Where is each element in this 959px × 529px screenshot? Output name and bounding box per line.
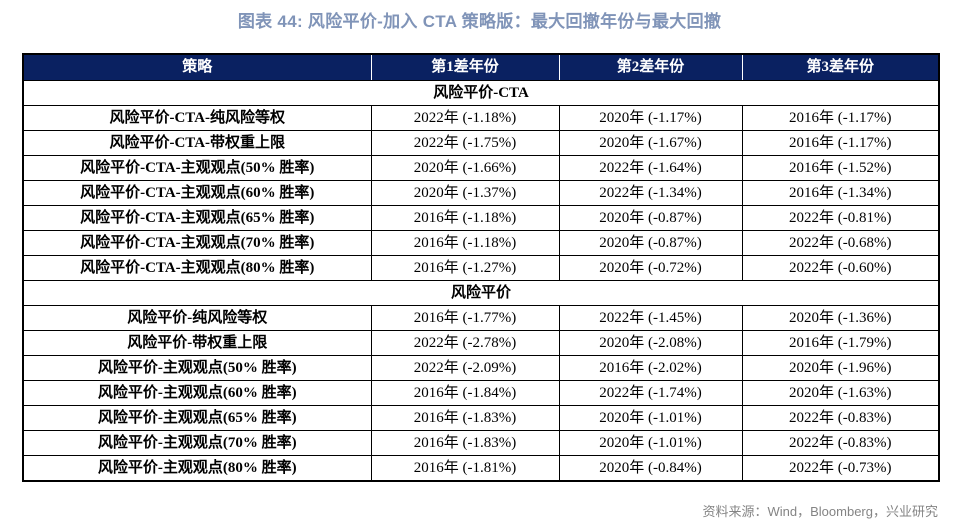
strategy-cell: 风险平价-主观观点(60% 胜率)	[22, 380, 372, 406]
strategy-cell: 风险平价-CTA-主观观点(60% 胜率)	[22, 180, 372, 206]
worst2-cell: 2022年 (-1.34%)	[558, 180, 743, 206]
worst1-cell: 2020年 (-1.66%)	[370, 155, 560, 181]
worst3-cell: 2020年 (-1.63%)	[741, 380, 940, 406]
section-header-row: 风险平价	[22, 280, 940, 306]
table-row: 风险平价-纯风险等权 2016年 (-1.77%) 2022年 (-1.45%)…	[22, 305, 940, 331]
table-row: 风险平价-主观观点(80% 胜率) 2016年 (-1.81%) 2020年 (…	[22, 455, 940, 482]
worst3-cell: 2016年 (-1.52%)	[741, 155, 940, 181]
worst1-cell: 2022年 (-2.78%)	[370, 330, 560, 356]
worst1-cell: 2016年 (-1.27%)	[370, 255, 560, 281]
strategy-cell: 风险平价-主观观点(65% 胜率)	[22, 405, 372, 431]
worst1-cell: 2016年 (-1.81%)	[370, 455, 560, 482]
table-row: 风险平价-CTA-主观观点(65% 胜率) 2016年 (-1.18%) 202…	[22, 205, 940, 231]
column-header-worst3: 第3差年份	[741, 53, 940, 81]
worst3-cell: 2022年 (-0.73%)	[741, 455, 940, 482]
worst2-cell: 2020年 (-0.84%)	[558, 455, 743, 482]
table-row: 风险平价-主观观点(60% 胜率) 2016年 (-1.84%) 2022年 (…	[22, 380, 940, 406]
strategy-cell: 风险平价-CTA-纯风险等权	[22, 105, 372, 131]
section-title: 风险平价-CTA	[22, 80, 940, 106]
worst3-cell: 2022年 (-0.68%)	[741, 230, 940, 256]
worst2-cell: 2020年 (-0.87%)	[558, 230, 743, 256]
strategy-cell: 风险平价-CTA-主观观点(80% 胜率)	[22, 255, 372, 281]
strategy-cell: 风险平价-CTA-主观观点(70% 胜率)	[22, 230, 372, 256]
worst3-cell: 2022年 (-0.60%)	[741, 255, 940, 281]
strategy-cell: 风险平价-主观观点(70% 胜率)	[22, 430, 372, 456]
column-header-worst2: 第2差年份	[558, 53, 743, 81]
column-header-worst1: 第1差年份	[370, 53, 560, 81]
table-row: 风险平价-主观观点(50% 胜率) 2022年 (-2.09%) 2016年 (…	[22, 355, 940, 381]
worst1-cell: 2016年 (-1.18%)	[370, 230, 560, 256]
worst3-cell: 2022年 (-0.83%)	[741, 405, 940, 431]
worst2-cell: 2020年 (-1.01%)	[558, 405, 743, 431]
worst3-cell: 2020年 (-1.96%)	[741, 355, 940, 381]
worst3-cell: 2022年 (-0.81%)	[741, 205, 940, 231]
strategy-cell: 风险平价-主观观点(50% 胜率)	[22, 355, 372, 381]
worst3-cell: 2016年 (-1.79%)	[741, 330, 940, 356]
worst2-cell: 2022年 (-1.45%)	[558, 305, 743, 331]
worst2-cell: 2020年 (-0.72%)	[558, 255, 743, 281]
worst2-cell: 2020年 (-0.87%)	[558, 205, 743, 231]
worst2-cell: 2020年 (-1.67%)	[558, 130, 743, 156]
worst3-cell: 2016年 (-1.17%)	[741, 105, 940, 131]
table-row: 风险平价-CTA-带权重上限 2022年 (-1.75%) 2020年 (-1.…	[22, 130, 940, 156]
worst2-cell: 2020年 (-2.08%)	[558, 330, 743, 356]
strategy-cell: 风险平价-纯风险等权	[22, 305, 372, 331]
table-row: 风险平价-主观观点(70% 胜率) 2016年 (-1.83%) 2020年 (…	[22, 430, 940, 456]
worst3-cell: 2022年 (-0.83%)	[741, 430, 940, 456]
column-header-strategy: 策略	[22, 53, 372, 81]
worst2-cell: 2022年 (-1.74%)	[558, 380, 743, 406]
table-row: 风险平价-带权重上限 2022年 (-2.78%) 2020年 (-2.08%)…	[22, 330, 940, 356]
worst1-cell: 2022年 (-2.09%)	[370, 355, 560, 381]
worst2-cell: 2016年 (-2.02%)	[558, 355, 743, 381]
table-row: 风险平价-CTA-主观观点(80% 胜率) 2016年 (-1.27%) 202…	[22, 255, 940, 281]
section-title: 风险平价	[22, 280, 940, 306]
worst1-cell: 2016年 (-1.83%)	[370, 405, 560, 431]
data-source-note: 资料来源：Wind，Bloomberg，兴业研究	[702, 504, 939, 519]
worst1-cell: 2022年 (-1.18%)	[370, 105, 560, 131]
table-row: 风险平价-CTA-主观观点(60% 胜率) 2020年 (-1.37%) 202…	[22, 180, 940, 206]
table-row: 风险平价-CTA-主观观点(70% 胜率) 2016年 (-1.18%) 202…	[22, 230, 940, 256]
page-title: 图表 44: 风险平价-加入 CTA 策略版：最大回撤年份与最大回撤	[237, 12, 722, 31]
table-row: 风险平价-CTA-纯风险等权 2022年 (-1.18%) 2020年 (-1.…	[22, 105, 940, 131]
section-header-row: 风险平价-CTA	[22, 80, 940, 106]
worst3-cell: 2016年 (-1.34%)	[741, 180, 940, 206]
strategy-cell: 风险平价-CTA-带权重上限	[22, 130, 372, 156]
worst1-cell: 2022年 (-1.75%)	[370, 130, 560, 156]
worst1-cell: 2016年 (-1.83%)	[370, 430, 560, 456]
strategy-cell: 风险平价-CTA-主观观点(65% 胜率)	[22, 205, 372, 231]
worst3-cell: 2020年 (-1.36%)	[741, 305, 940, 331]
worst2-cell: 2022年 (-1.64%)	[558, 155, 743, 181]
table-row: 风险平价-主观观点(65% 胜率) 2016年 (-1.83%) 2020年 (…	[22, 405, 940, 431]
strategy-cell: 风险平价-主观观点(80% 胜率)	[22, 455, 372, 482]
worst2-cell: 2020年 (-1.01%)	[558, 430, 743, 456]
worst1-cell: 2016年 (-1.18%)	[370, 205, 560, 231]
drawdown-table: 策略 第1差年份 第2差年份 第3差年份 风险平价-CTA 风险平价-CTA-纯…	[22, 53, 940, 482]
worst1-cell: 2016年 (-1.84%)	[370, 380, 560, 406]
table-header-row: 策略 第1差年份 第2差年份 第3差年份	[22, 53, 940, 81]
strategy-cell: 风险平价-CTA-主观观点(50% 胜率)	[22, 155, 372, 181]
worst2-cell: 2020年 (-1.17%)	[558, 105, 743, 131]
worst1-cell: 2020年 (-1.37%)	[370, 180, 560, 206]
table-row: 风险平价-CTA-主观观点(50% 胜率) 2020年 (-1.66%) 202…	[22, 155, 940, 181]
worst1-cell: 2016年 (-1.77%)	[370, 305, 560, 331]
strategy-cell: 风险平价-带权重上限	[22, 330, 372, 356]
worst3-cell: 2016年 (-1.17%)	[741, 130, 940, 156]
